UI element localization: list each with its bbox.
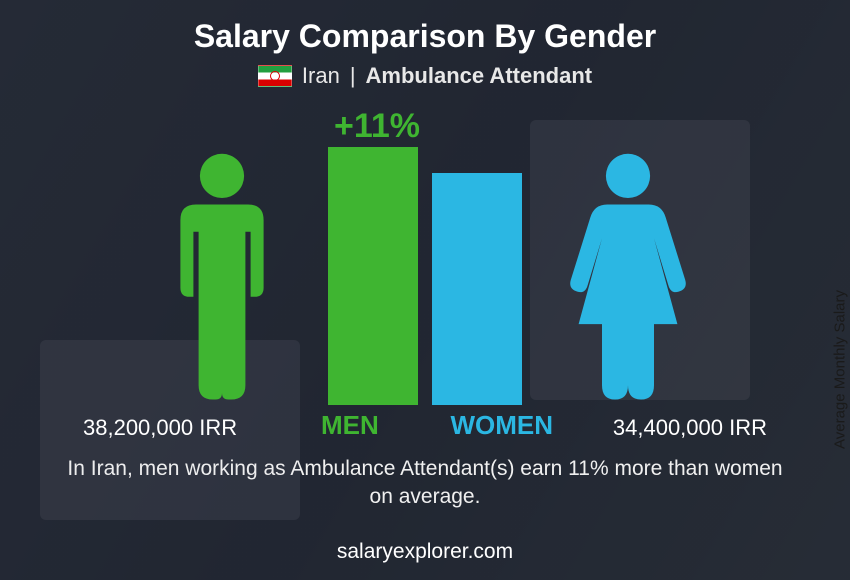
men-bar — [328, 147, 418, 405]
difference-label: +11% — [334, 107, 420, 146]
men-figure-icon — [157, 152, 287, 405]
y-axis-label: Average Monthly Salary — [832, 290, 849, 449]
women-label: WOMEN — [450, 410, 553, 441]
site-credit: salaryexplorer.com — [0, 540, 850, 564]
header: Salary Comparison By Gender Iran | Ambul… — [0, 0, 850, 89]
women-salary: 34,400,000 IRR — [613, 415, 767, 441]
iran-flag-icon — [258, 65, 292, 87]
page-title: Salary Comparison By Gender — [0, 18, 850, 55]
men-label: MEN — [321, 410, 379, 441]
women-bar — [432, 173, 522, 405]
women-figure-icon — [563, 152, 693, 405]
bars — [328, 147, 522, 405]
separator: | — [350, 63, 356, 89]
men-salary: 38,200,000 IRR — [83, 415, 237, 441]
subtitle: Iran | Ambulance Attendant — [0, 63, 850, 89]
chart: +11% 38,200,000 IRR MEN WOMEN 34,400,000… — [65, 107, 785, 447]
job-label: Ambulance Attendant — [366, 63, 593, 89]
country-label: Iran — [302, 63, 340, 89]
